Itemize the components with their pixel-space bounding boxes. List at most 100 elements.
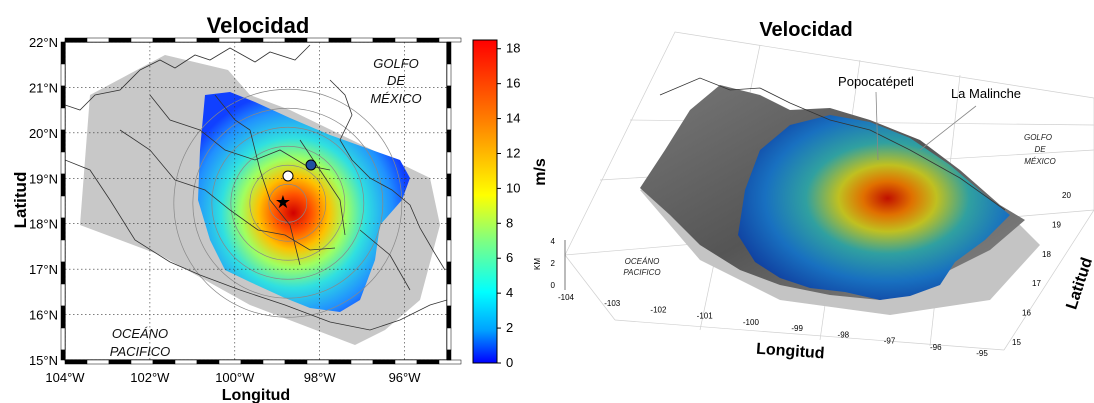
frame-segment	[372, 359, 396, 365]
pacifico-3d-label: PACIFICO	[623, 268, 660, 277]
y-tick-label: 22°N	[29, 35, 58, 50]
x-tick-label: 100°W	[215, 370, 255, 385]
frame-segment	[446, 195, 452, 219]
surface-3d-panel: Velocidad Popocatépetl La Malinche GOLFO	[533, 19, 1094, 362]
frame-segment	[446, 151, 452, 175]
frame-segment	[446, 41, 452, 65]
surface-x-tick-labels: -104 -103 -102 -101 -100 -99 -98 -97 -96 -95	[558, 293, 988, 358]
frame-segment	[174, 359, 198, 365]
range-ring	[173, 88, 403, 318]
surface-x-tick: -95	[976, 349, 988, 358]
colorbar: 0 2 4 6 8 10 12 14 16 18 m/s	[472, 39, 549, 370]
frame-segment	[446, 85, 452, 109]
la-malinche-leader	[919, 105, 977, 151]
surface-x-tick: -97	[884, 337, 896, 346]
frame-segment	[446, 173, 452, 197]
frame-segment	[152, 37, 176, 43]
surface-coastline	[659, 77, 1006, 211]
frame-segment	[60, 63, 66, 87]
frame-segment	[306, 359, 330, 365]
surface-y-axis-label: Latitud	[1063, 256, 1094, 312]
frame-segment	[60, 41, 66, 65]
frame-segment	[394, 359, 418, 365]
colorbar-tick-label: 18	[506, 41, 520, 56]
colorbar-tick-label: 0	[506, 355, 513, 370]
oceano-3d-label: OCEÁNO	[625, 257, 660, 266]
frame-segment	[284, 359, 308, 365]
y-axis-label: Latitud	[11, 172, 30, 229]
frame-segment	[240, 37, 264, 43]
map-annotations: GOLFO DE MÉXICO OCEÁNO PACIFICO	[110, 56, 422, 359]
colorbar-tick-label: 6	[506, 250, 513, 265]
velocity-surface	[738, 115, 1010, 300]
frame-segment	[262, 359, 286, 365]
surface-title: Velocidad	[759, 19, 852, 41]
surface-x-tick: -102	[650, 305, 667, 314]
frame-segment	[328, 37, 352, 43]
range-ring	[230, 145, 346, 261]
colorbar-tick-label: 12	[506, 145, 520, 160]
frame-segment	[446, 129, 452, 153]
surface-x-tick: -103	[604, 299, 621, 308]
y-tick-label: 17°N	[29, 262, 58, 277]
popocatepetl-leader	[875, 91, 879, 161]
range-rings	[173, 88, 403, 318]
surface-x-tick: -100	[743, 318, 760, 327]
frame-segment	[372, 37, 396, 43]
y-tick-label: 20°N	[29, 126, 58, 141]
popocatepetl-label: Popocatépetl	[838, 74, 914, 89]
station-markers: ★	[275, 159, 317, 212]
frame-segment	[60, 239, 66, 263]
surface-x-tick: -98	[838, 330, 850, 339]
colorbar-tick-label: 2	[506, 320, 513, 335]
x-tick-labels: 104°W 102°W 100°W 98°W 96°W	[45, 370, 421, 385]
surface-y-tick: 16	[1022, 309, 1031, 318]
surface-x-axis-label: Longitud	[756, 341, 825, 363]
frame-segment	[350, 37, 374, 43]
colorbar-ticks: 0 2 4 6 8 10 12 14 16 18	[497, 41, 520, 370]
frame-segment	[60, 151, 66, 175]
frame-segment	[86, 359, 110, 365]
z-tick-2: 2	[551, 259, 556, 268]
surface-y-tick-labels: 15 16 17 18 19 20	[1012, 191, 1071, 347]
frame-segment	[446, 63, 452, 87]
frame-segment	[60, 327, 66, 351]
frame-segment	[446, 305, 452, 329]
x-tick-label: 98°W	[304, 370, 337, 385]
frame-segment	[438, 37, 462, 43]
frame-segment	[86, 37, 110, 43]
x-tick-label: 102°W	[130, 370, 170, 385]
frame-segment	[446, 261, 452, 285]
frame-segment	[60, 107, 66, 131]
frame-segment	[218, 37, 242, 43]
frame-segment	[60, 283, 66, 307]
frame-segment	[446, 217, 452, 241]
frame-segment	[60, 305, 66, 329]
surface-y-tick: 18	[1042, 250, 1051, 259]
coastline-borders	[65, 44, 447, 331]
frame-segment	[306, 37, 330, 43]
frame-segment	[130, 37, 154, 43]
frame-segment	[108, 359, 132, 365]
frame-segment	[284, 37, 308, 43]
frame-segment	[64, 37, 88, 43]
colorbar-tick-label: 10	[506, 180, 520, 195]
surface-x-tick: -104	[558, 293, 575, 302]
frame-segment	[152, 359, 176, 365]
surface-annotations: GOLFO DE MÉXICO OCEÁNO PACIFICO	[623, 133, 1055, 277]
y-tick-label: 15°N	[29, 353, 58, 368]
frame-segment	[196, 359, 220, 365]
y-tick-label: 16°N	[29, 308, 58, 323]
frame-segment	[446, 283, 452, 307]
map-title: Velocidad	[207, 13, 310, 38]
frame-segment	[350, 359, 374, 365]
frame-segment	[416, 359, 440, 365]
de-3d-label: DE	[1034, 145, 1046, 154]
frame-segment	[262, 37, 286, 43]
x-tick-label: 96°W	[389, 370, 422, 385]
map-frame-ticks	[60, 37, 462, 365]
star-marker: ★	[275, 192, 291, 212]
z-tick-4: 4	[551, 237, 556, 246]
frame-segment	[328, 359, 352, 365]
